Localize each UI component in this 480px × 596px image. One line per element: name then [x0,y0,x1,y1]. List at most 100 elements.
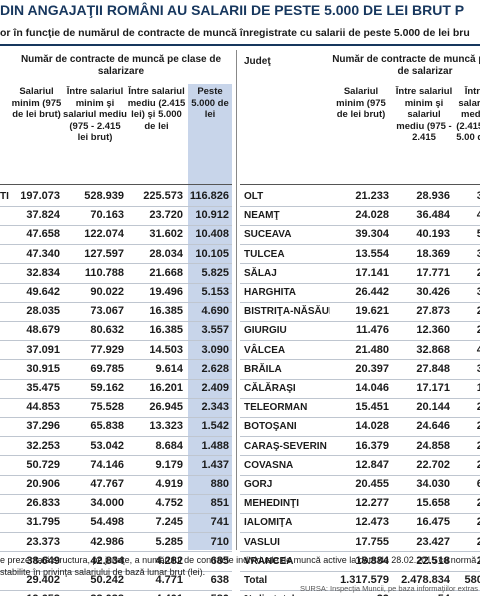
cell: 42.986 [90,535,124,548]
cell: 225.573 [143,190,183,202]
cell: 21.668 [149,266,183,279]
row-label: VASLUI [244,536,280,548]
cell: 22.702 [416,458,450,471]
cell: 17.171 [416,382,450,394]
row-label: GIURGIU [244,325,287,337]
cell: 38.649 [26,554,60,567]
cell: 23.373 [26,535,60,548]
row-rule [240,436,480,438]
row-label: BRĂILA [244,363,282,375]
cell: 2.409 [201,382,229,394]
column-header: Salariul minim (975 de lei brut) [11,86,62,120]
row-rule [240,359,480,361]
cell: 44.853 [26,401,60,414]
cell: 7.245 [155,516,183,529]
row-label: SĂLAJ [244,267,277,279]
cell: 4.752 [155,497,183,510]
row-rule [240,474,480,476]
cell: 27.873 [416,305,450,318]
row-rule [240,340,480,342]
header-rule [240,184,480,185]
cell: 16.475 [416,516,450,529]
cell: 5.285 [155,535,183,548]
cell: 90.022 [90,286,124,298]
divider [236,50,237,550]
cell: 19.621 [355,305,389,318]
cell: 23.427 [416,535,450,548]
cell: 2.7 [476,439,480,452]
column-header: Între salariul mediu (2.415 şi 5.00 de l [456,86,480,143]
cell: 24.646 [416,420,450,433]
cell: 15.451 [355,401,389,414]
row-label: TI [0,191,9,202]
cell: 16.385 [149,324,183,337]
row-rule [240,244,480,246]
cell: 5.2 [476,228,480,241]
cell: 28.035 [26,305,60,318]
cell: 11.476 [355,324,389,337]
cell: 2.4 [476,497,480,510]
cell: 2.0 [476,554,480,567]
cell: 17.141 [355,266,389,279]
row-rule [0,436,232,438]
cell: 31.602 [149,228,183,241]
cell: 5.153 [201,286,229,298]
cell: 19.496 [149,286,183,298]
cell: 40.193 [416,228,450,241]
row-rule [240,589,480,591]
cell: 12.847 [355,458,389,471]
cell: 36.484 [416,209,450,222]
row-rule [0,512,232,514]
cell: 65.838 [90,420,124,433]
cell: 24.858 [416,439,450,452]
cell: 24.028 [355,209,389,222]
cell: 4.690 [201,305,229,318]
cell: 77.929 [90,343,124,356]
cell: 3.557 [201,324,229,337]
column-header: Salariul minim (975 de lei brut) [336,86,386,120]
row-rule [240,301,480,303]
subtitle: or în funcţie de numărul de contracte de… [0,27,470,39]
cell: 16.379 [355,439,389,452]
cell: 2.1 [476,324,480,337]
cell: 12.277 [355,497,389,510]
cell: 16.385 [149,305,183,318]
label-header: Judeţ [244,56,271,67]
row-rule [240,551,480,553]
row-rule [0,416,232,418]
row-label: BOTOŞANI [244,421,297,433]
cell: 74.146 [90,458,124,471]
cell: 4.282 [155,554,183,567]
row-rule [0,455,232,457]
cell: 13.323 [149,420,183,433]
row-label: % din total [244,590,330,596]
cell: 33.038 [63,590,124,596]
cell: 29.402 [26,574,60,586]
cell: 54.498 [90,516,124,529]
row-label: MEHEDINŢI [244,498,299,510]
row-rule [0,263,232,265]
row-rule [0,474,232,476]
cell: 685 [210,554,229,567]
cell: 21.233 [355,190,389,202]
row-rule [240,263,480,265]
cell: 2.7 [476,401,480,414]
cell: 26.945 [149,401,183,414]
row-label: NEAMŢ [244,210,280,222]
row-rule [240,570,480,572]
cell: 50.729 [26,458,60,471]
cell: 1.8 [476,382,480,394]
row-rule [240,397,480,399]
cell: 13.554 [355,247,389,260]
cell: 32.834 [26,266,60,279]
cell: 49.642 [26,286,60,298]
row-label: Total [244,575,268,586]
cell: 1.488 [201,439,229,452]
row-rule [240,532,480,534]
cell: 851 [210,497,229,510]
cell: 15.658 [416,497,450,510]
cell: 2.3 [476,458,480,471]
cell: 37.091 [26,343,60,356]
row-rule [0,301,232,303]
row-rule [240,455,480,457]
